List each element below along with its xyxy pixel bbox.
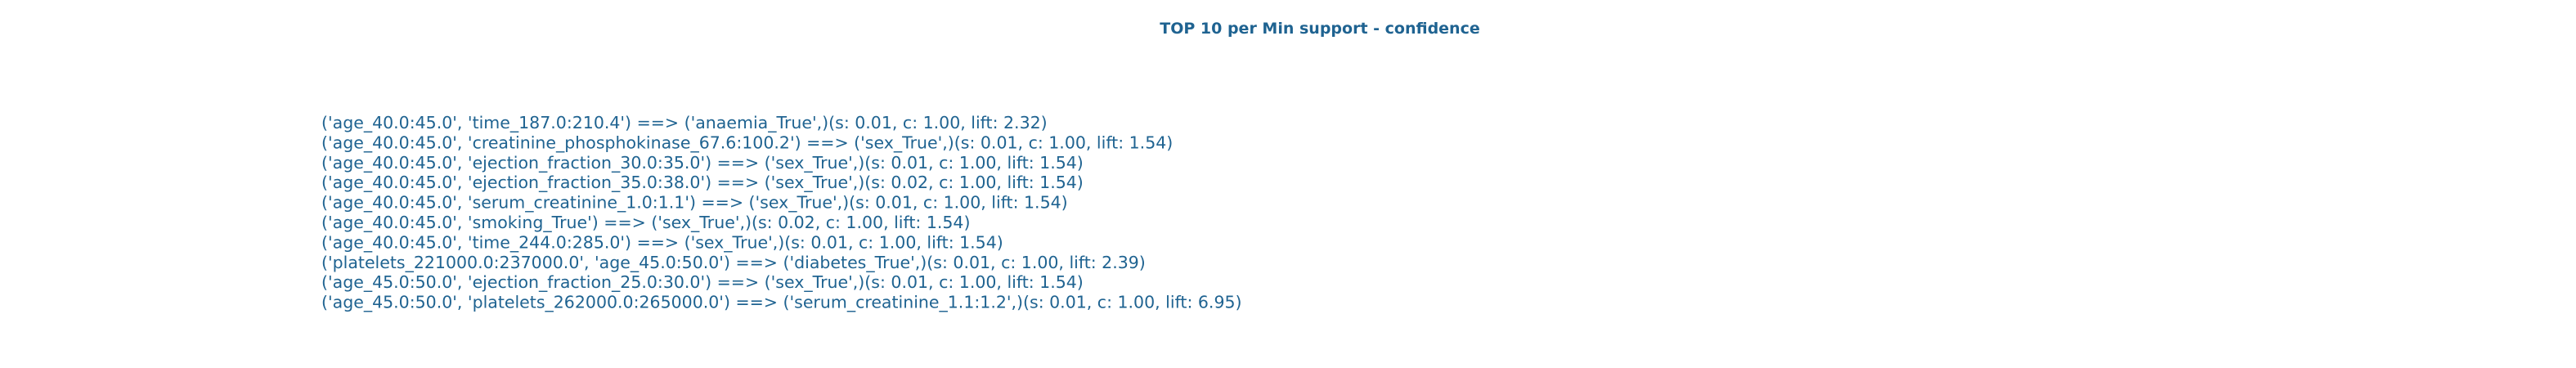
rule-line: ('age_40.0:45.0', 'smoking_True') ==> ('… [321, 213, 970, 233]
rule-line: ('age_45.0:50.0', 'ejection_fraction_25.… [321, 272, 1084, 293]
rule-line: ('platelets_221000.0:237000.0', 'age_45.… [321, 253, 1146, 273]
rule-line: ('age_40.0:45.0', 'creatinine_phosphokin… [321, 132, 1173, 153]
rule-line: ('age_45.0:50.0', 'platelets_262000.0:26… [321, 293, 1242, 313]
rule-line: ('age_40.0:45.0', 'time_187.0:210.4') ==… [321, 113, 1048, 133]
rule-line: ('age_40.0:45.0', 'time_244.0:285.0') ==… [321, 232, 1003, 253]
rule-line: ('age_40.0:45.0', 'ejection_fraction_35.… [321, 173, 1084, 193]
title: TOP 10 per Min support - confidence [1160, 20, 1480, 38]
rule-line: ('age_40.0:45.0', 'ejection_fraction_30.… [321, 153, 1084, 173]
rule-line: ('age_40.0:45.0', 'serum_creatinine_1.0:… [321, 193, 1068, 213]
